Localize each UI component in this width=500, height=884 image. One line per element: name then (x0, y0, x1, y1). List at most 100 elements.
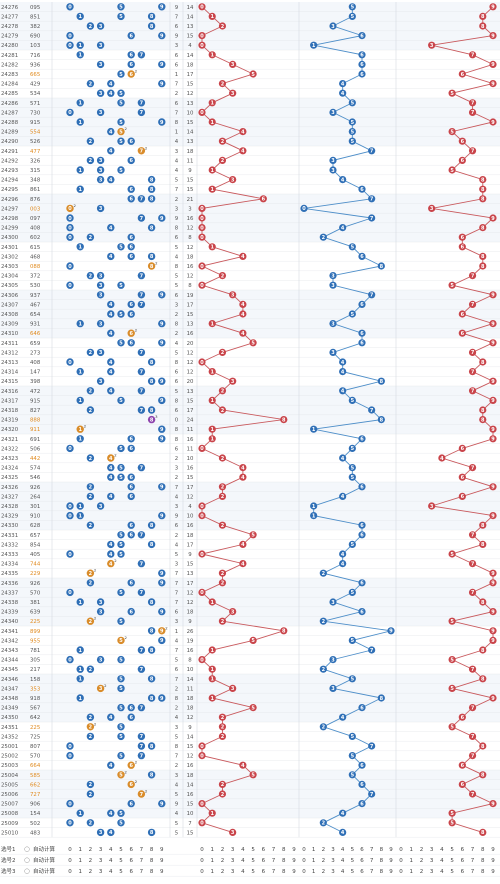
trend-point-label: 5 (251, 705, 255, 711)
issue-number: 24343 (1, 648, 18, 654)
trend-point (218, 137, 227, 145)
digit-ball-label: 8 (150, 600, 154, 606)
sum-value: 12 (187, 590, 194, 596)
trend-point-label: 7 (471, 734, 475, 740)
trend-point (208, 396, 216, 404)
digit-ball-label: 3 (99, 91, 103, 97)
trend-point-label: 8 (481, 24, 485, 30)
trend-point-label: 0 (200, 264, 204, 270)
trend-point (348, 540, 356, 549)
digit-ball (147, 415, 156, 424)
trend-point-label: 0 (200, 283, 204, 289)
digit-ball (96, 828, 105, 837)
draw-number: 654 (30, 312, 41, 318)
span-value: 6 (175, 610, 179, 616)
draw-number: 659 (30, 341, 41, 347)
draw-number: 158 (30, 677, 41, 683)
digit-ball-label: 6 (129, 523, 133, 529)
issue-number: 25009 (1, 821, 19, 827)
trend-point (468, 588, 477, 597)
repeat-count: 2 (145, 789, 148, 794)
digit-ball (158, 377, 166, 385)
digit-ball-label: 7 (140, 149, 144, 155)
footer-label: 选号2 (1, 856, 16, 864)
trend-point (489, 60, 497, 68)
trend-point-label: 2 (221, 139, 225, 145)
trend-point (489, 483, 497, 491)
digit-ball-label: 0 (68, 504, 72, 510)
digit-ball-label: 6 (129, 782, 133, 788)
trend-point (329, 684, 337, 693)
trend-point-label: 3 (231, 62, 235, 68)
trend-point-label: 3 (231, 379, 235, 385)
span-value: 7 (175, 590, 178, 596)
trend-point-label: 5 (450, 657, 454, 663)
trend-point (479, 252, 487, 260)
span-value: 8 (175, 427, 179, 433)
table-row: 24333 405 0 4 5 5 9 (1, 550, 192, 558)
digit-ball (86, 233, 95, 241)
trend-point-label: 7 (471, 350, 475, 356)
trend-point-label: 9 (491, 801, 495, 807)
draw-number: 353 (30, 686, 40, 692)
trend-point (468, 665, 477, 673)
trend-point (377, 377, 385, 385)
digit-ball (127, 60, 135, 69)
digit-ball-label: 8 (150, 744, 154, 750)
digit-ball-label: 2 (89, 715, 93, 721)
digit-ball (86, 454, 95, 462)
trend-point (198, 800, 206, 808)
digit-ball (127, 51, 135, 59)
digit-ball-label: 9 (160, 437, 164, 443)
digit-ball (107, 473, 115, 481)
sum-value: 12 (187, 370, 194, 376)
trend-point (358, 60, 366, 68)
digit-ball (117, 684, 125, 693)
table-row: 24342 955 529 4 19 (1, 635, 194, 645)
position-digit-choice: 7 (370, 847, 374, 853)
marks-layer: 0120013523101424213160000140203441452013… (198, 3, 497, 836)
issue-number: 24328 (1, 504, 19, 510)
digit-ball (147, 646, 156, 654)
issue-number: 24278 (1, 24, 19, 30)
trend-point (208, 99, 216, 107)
draw-number: 906 (30, 802, 41, 808)
digit-ball (66, 281, 74, 289)
digit-ball (158, 396, 166, 405)
issue-number: 24306 (1, 293, 19, 299)
draw-number: 888 (30, 418, 41, 424)
trend-point-label: 6 (461, 72, 465, 78)
digit-choice: 3 (99, 869, 103, 875)
table-row: 24352 725 2 5 7 5 14 (1, 732, 194, 740)
trend-point (249, 531, 257, 539)
issue-number: 24339 (1, 610, 19, 616)
digit-ball-label: 2 (89, 725, 93, 731)
table-row: 24322 506 0 5 6 6 11 (1, 444, 193, 453)
trend-point (368, 646, 376, 654)
digit-ball-label: 0 (68, 43, 72, 49)
digit-choice: 6 (129, 858, 133, 864)
position-digit-choice: 7 (272, 869, 276, 875)
digit-ball (86, 569, 95, 577)
span-value: 5 (175, 830, 178, 836)
draw-number: 526 (30, 139, 41, 145)
draw-number: 381 (30, 600, 40, 606)
trend-point (239, 473, 247, 481)
position-digit-choice: 6 (360, 869, 364, 875)
digit-ball-label: 0 (68, 264, 72, 270)
trend-point-label: 3 (331, 24, 335, 30)
draw-number: 442 (30, 456, 40, 462)
sum-value: 15 (187, 34, 194, 40)
trend-point (348, 396, 356, 404)
span-value: 7 (175, 187, 178, 193)
digit-ball-label: 2 (89, 485, 93, 491)
digit-ball (117, 444, 125, 453)
table-row: 24276 095 0 5 9 9 14 (1, 3, 194, 11)
draw-number: 664 (30, 763, 41, 769)
sum-value: 15 (187, 178, 194, 184)
span-value: 7 (175, 14, 178, 20)
position-digit-choice: 8 (481, 858, 485, 864)
issue-number: 24317 (1, 398, 18, 404)
digit-choice: 6 (129, 847, 133, 853)
trend-point (229, 291, 237, 299)
